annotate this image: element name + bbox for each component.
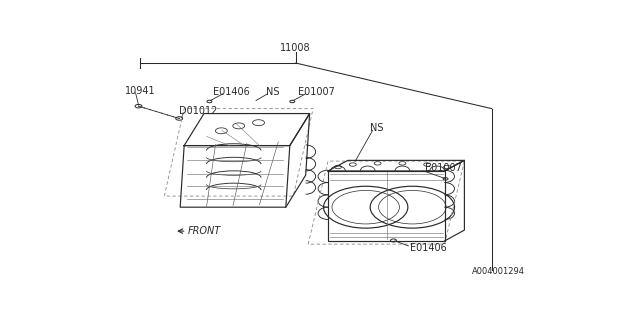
Text: E01007: E01007 bbox=[298, 87, 335, 97]
Text: D01012: D01012 bbox=[179, 106, 218, 116]
Text: E01406: E01406 bbox=[410, 243, 447, 253]
Text: E01406: E01406 bbox=[213, 87, 250, 97]
Text: 10941: 10941 bbox=[125, 86, 156, 96]
Text: NS: NS bbox=[266, 87, 280, 97]
Text: 11008: 11008 bbox=[280, 43, 311, 53]
Text: FRONT: FRONT bbox=[188, 226, 221, 236]
Text: E01007: E01007 bbox=[425, 164, 461, 173]
Text: A004001294: A004001294 bbox=[472, 267, 525, 276]
Text: NS: NS bbox=[370, 123, 383, 133]
